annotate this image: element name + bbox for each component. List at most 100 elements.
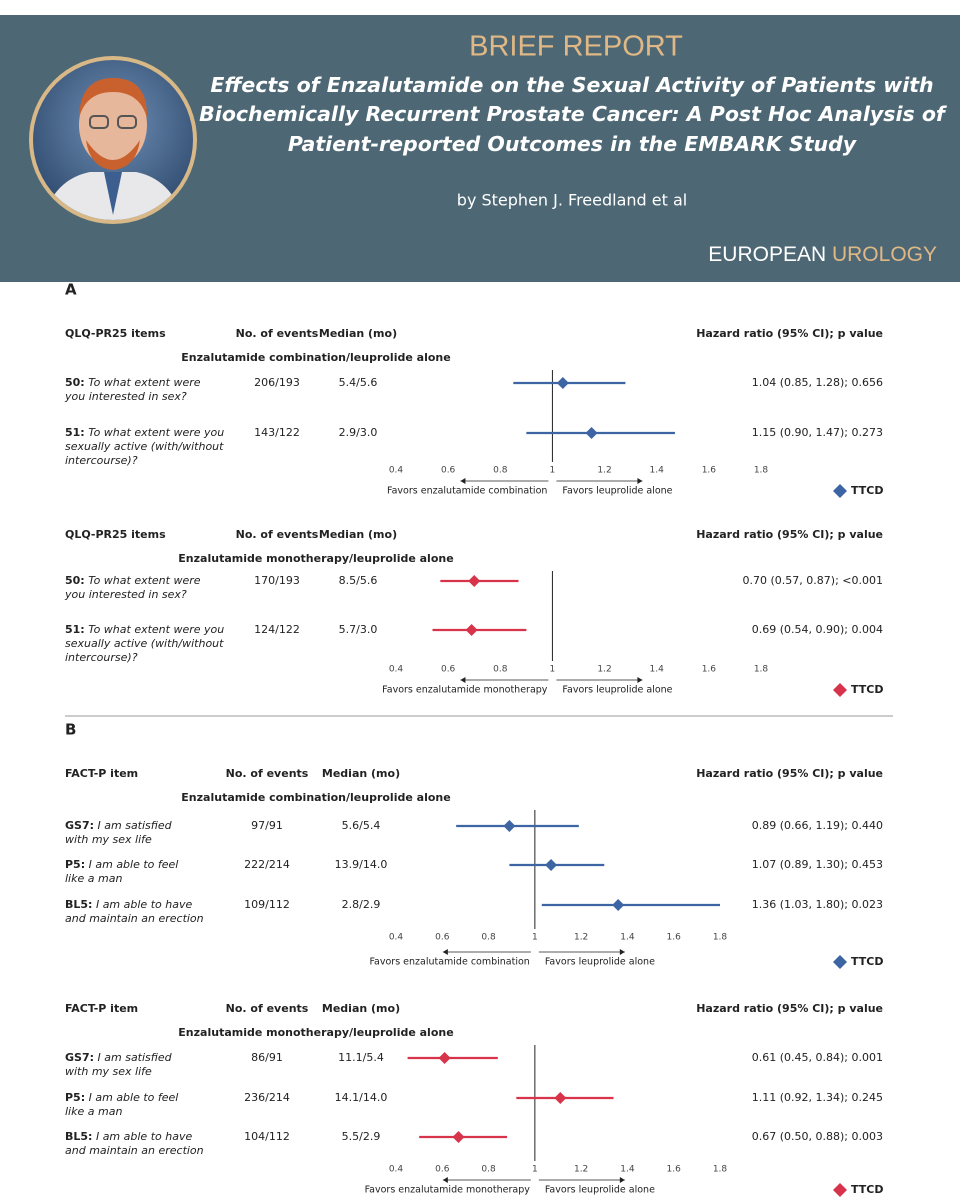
x-tick-label: 1.2: [597, 665, 611, 675]
row-text: I am satisfied: [98, 819, 173, 832]
x-tick-label: 1.2: [574, 1165, 588, 1175]
x-tick-label: 1.4: [620, 933, 635, 943]
row-id: 51:: [65, 623, 85, 636]
row-label: like a man: [65, 1105, 122, 1118]
hr-label: 1.11 (0.92, 1.34); 0.245: [752, 1091, 883, 1104]
arrow-left-head: [442, 949, 448, 955]
arrow-right-head: [619, 1177, 625, 1183]
x-tick-label: 0.6: [441, 665, 456, 675]
portrait: [29, 56, 197, 224]
events-header: No. of events: [236, 528, 319, 541]
x-tick-label: 1.6: [702, 466, 717, 476]
hr-point: [438, 1052, 451, 1064]
arrow-left-head: [460, 677, 466, 683]
x-tick-label: 0.6: [435, 1165, 450, 1175]
row-text: I am able to feel: [89, 1091, 179, 1104]
events: 124/122: [254, 623, 300, 636]
section-label: A: [65, 281, 77, 299]
legend-label: TTCD: [851, 1183, 883, 1196]
hr-point: [545, 859, 558, 871]
row-id: P5:: [65, 1091, 85, 1104]
hr-point: [612, 899, 625, 911]
hr-point: [585, 427, 598, 439]
median: 11.1/5.4: [338, 1051, 384, 1064]
row-label: BL5: I am able to have: [65, 898, 192, 911]
byline: by Stephen J. Freedland et al: [457, 191, 687, 210]
row-label: GS7: I am satisfied: [65, 819, 173, 832]
legend-marker: [833, 955, 847, 969]
row-id: 50:: [65, 376, 85, 389]
hr-label: 1.04 (0.85, 1.28); 0.656: [752, 376, 883, 389]
row-text: To what extent were you: [88, 426, 224, 439]
favors-right: Favors leuprolide alone: [545, 1185, 655, 1196]
events: 170/193: [254, 574, 300, 587]
x-tick-label: 1: [532, 1165, 538, 1175]
x-tick-label: 0.8: [493, 665, 508, 675]
x-tick-label: 0.6: [441, 466, 456, 476]
row-id: 51:: [65, 426, 85, 439]
row-text: with my sex life: [65, 833, 152, 846]
median: 13.9/14.0: [335, 858, 388, 871]
row-label: P5: I am able to feel: [65, 1091, 178, 1104]
x-tick-label: 1.2: [574, 933, 588, 943]
item-header: QLQ-PR25 items: [65, 528, 166, 541]
x-tick-label: 1.8: [754, 466, 769, 476]
median: 5.6/5.4: [342, 819, 381, 832]
legend-marker: [833, 484, 847, 498]
x-tick-label: 1.8: [754, 665, 769, 675]
median: 5.7/3.0: [339, 623, 378, 636]
x-tick-label: 0.4: [389, 1165, 404, 1175]
row-text: I am able to feel: [89, 858, 179, 871]
x-tick-label: 1: [550, 466, 556, 476]
row-label: 51: To what extent were you: [65, 426, 224, 439]
row-text: sexually active (with/without: [65, 637, 224, 650]
x-tick-label: 0.4: [389, 933, 404, 943]
x-tick-label: 0.8: [493, 466, 508, 476]
median: 14.1/14.0: [335, 1091, 388, 1104]
x-tick-label: 1: [550, 665, 556, 675]
row-label: with my sex life: [65, 1065, 152, 1078]
median: 5.4/5.6: [339, 376, 378, 389]
x-tick-label: 0.4: [389, 466, 404, 476]
events: 143/122: [254, 426, 300, 439]
row-text: like a man: [65, 872, 122, 885]
row-label: intercourse)?: [65, 454, 138, 467]
x-tick-label: 1: [532, 933, 538, 943]
row-label: you interested in sex?: [64, 588, 187, 601]
section-label: B: [65, 721, 76, 739]
events-header: No. of events: [226, 767, 309, 780]
x-tick-label: 0.6: [435, 933, 450, 943]
median: 2.9/3.0: [339, 426, 378, 439]
title-line: Effects of Enzalutamide on the Sexual Ac…: [210, 73, 933, 97]
arrow-left-head: [460, 478, 466, 484]
favors-right: Favors leuprolide alone: [545, 957, 655, 968]
row-label: 50: To what extent were: [65, 376, 201, 389]
row-text: you interested in sex?: [64, 390, 187, 403]
journal-1: EUROPEAN: [708, 243, 826, 266]
row-label: BL5: I am able to have: [65, 1130, 192, 1143]
row-label: and maintain an erection: [65, 1144, 204, 1157]
median: 5.5/2.9: [342, 1130, 381, 1143]
hr-header: Hazard ratio (95% CI); p value: [696, 528, 883, 541]
hr-header: Hazard ratio (95% CI); p value: [696, 327, 883, 340]
row-label: like a man: [65, 872, 122, 885]
favors-left: Favors enzalutamide combination: [387, 486, 547, 497]
legend-marker: [833, 683, 847, 697]
hr-label: 0.89 (0.66, 1.19); 0.440: [752, 819, 883, 832]
hr-point: [465, 624, 478, 636]
x-tick-label: 1.4: [650, 665, 665, 675]
legend-label: TTCD: [851, 683, 883, 696]
comparison: Enzalutamide combination/leuprolide alon…: [181, 351, 450, 364]
row-id: GS7:: [65, 1051, 94, 1064]
events-header: No. of events: [226, 1002, 309, 1015]
comparison: Enzalutamide combination/leuprolide alon…: [181, 791, 450, 804]
hr-point: [468, 575, 481, 587]
median-header: Median (mo): [319, 528, 397, 541]
median: 2.8/2.9: [342, 898, 381, 911]
median: 8.5/5.6: [339, 574, 378, 587]
kicker: BRIEF REPORT: [469, 31, 683, 63]
x-tick-label: 1.4: [620, 1165, 635, 1175]
row-label: P5: I am able to feel: [65, 858, 178, 871]
row-text: and maintain an erection: [65, 1144, 204, 1157]
